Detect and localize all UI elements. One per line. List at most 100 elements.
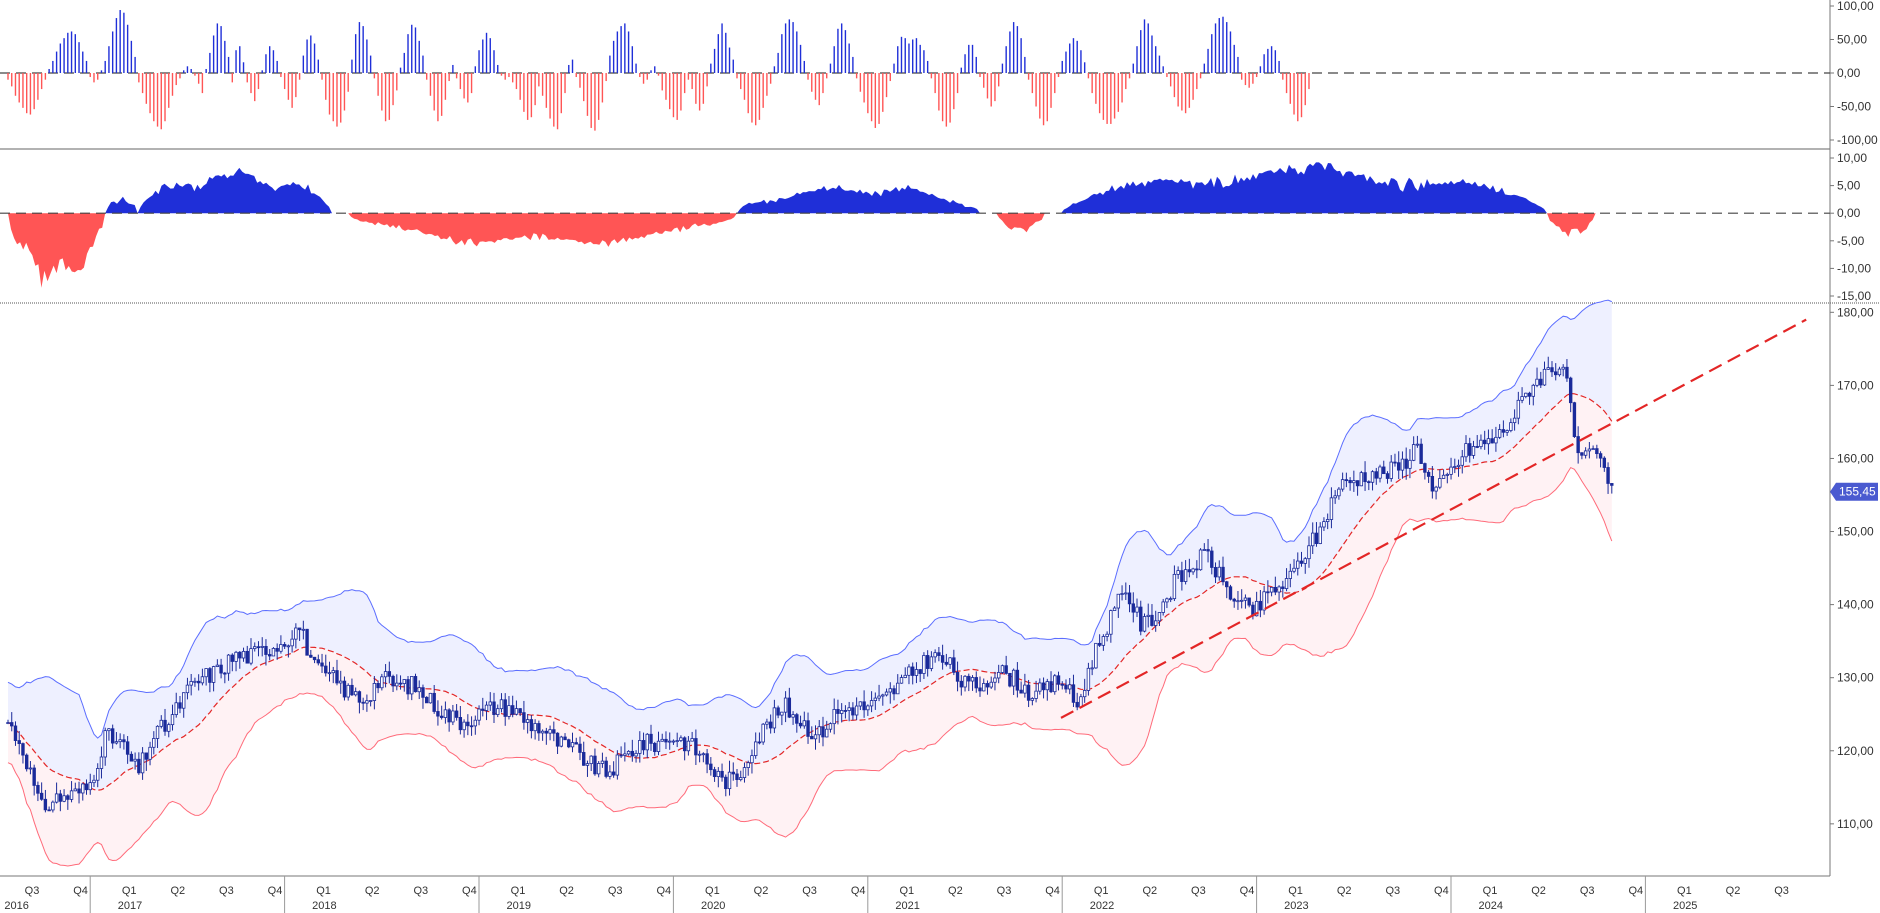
candle-body (297, 627, 302, 631)
candle-body (1479, 439, 1483, 448)
y-tick-label: -5,00 (1837, 234, 1865, 248)
candle-body (570, 742, 575, 748)
candle-body (1344, 479, 1349, 482)
momentum-area-panel (0, 162, 1830, 288)
candle-body (484, 704, 489, 711)
candle-body (144, 752, 149, 760)
candle-body (200, 676, 205, 684)
candle-body (69, 790, 74, 800)
candle-body (223, 672, 227, 675)
candle-body (342, 680, 347, 698)
candle-body (1303, 558, 1307, 564)
candle-body (1415, 443, 1420, 446)
quarter-label: Q3 (802, 885, 817, 897)
candle-body (260, 645, 264, 648)
candle-body (1561, 366, 1565, 370)
candle-body (533, 723, 537, 732)
candle-body (1109, 610, 1113, 635)
candle-body (1273, 586, 1278, 593)
momentum-area-segment (8, 213, 106, 288)
candle-body (660, 738, 664, 742)
candle-body (103, 730, 107, 758)
candle-body (1568, 377, 1573, 404)
y-tick-label: 10,00 (1837, 151, 1867, 165)
candle-body (454, 710, 459, 718)
candle-body (1262, 591, 1266, 611)
candle-body (768, 721, 773, 729)
quarter-label: Q2 (1726, 885, 1741, 897)
candle-body (641, 740, 646, 751)
candle-body (1374, 471, 1378, 479)
momentum-area-segment (1061, 162, 1547, 214)
quarter-label: Q1 (511, 885, 526, 897)
candle-body (1064, 684, 1068, 690)
candle-body (1423, 463, 1427, 473)
candle-body (1206, 549, 1210, 552)
candle-body (1266, 591, 1270, 594)
quarter-label: Q1 (705, 885, 720, 897)
candle-body (357, 691, 362, 703)
candle-body (1015, 669, 1020, 691)
candle-body (1023, 684, 1027, 694)
quarter-label: Q4 (268, 885, 283, 897)
candle-body (1434, 486, 1438, 492)
candle-body (1542, 368, 1547, 386)
candle-body (316, 659, 320, 664)
candle-body (952, 657, 956, 673)
candle-body (458, 717, 463, 731)
candle-body (1486, 438, 1491, 445)
candle-body (208, 668, 212, 683)
year-label: 2017 (118, 900, 142, 912)
candle-body (353, 691, 358, 696)
upper-band-fill (8, 300, 1612, 791)
candle-body (92, 779, 96, 784)
candle-body (1453, 466, 1457, 468)
candle-body (159, 719, 163, 727)
candle-body (645, 733, 649, 751)
candle-body (757, 741, 762, 744)
candle-body (492, 701, 496, 715)
candle-body (903, 674, 907, 678)
candle-body (1086, 667, 1091, 691)
candle-body (54, 793, 59, 803)
candle-body (888, 688, 892, 693)
candle-body (1284, 578, 1289, 590)
candle-body (914, 669, 919, 676)
candle-body (1038, 682, 1042, 692)
candle-body (817, 726, 821, 736)
candle-body (866, 705, 870, 711)
candle-body (339, 680, 343, 684)
candle-body (1139, 606, 1143, 632)
candle-body (114, 741, 119, 744)
quarter-label: Q3 (1191, 885, 1206, 897)
candle-body (810, 736, 814, 740)
candle-body (226, 654, 231, 674)
quarter-label: Q3 (1774, 885, 1789, 897)
candle-body (1385, 473, 1390, 479)
candle-body (664, 738, 668, 743)
candle-body (537, 723, 541, 734)
candle-body (320, 662, 324, 667)
candle-body (66, 795, 70, 800)
y-tick-label: 0,00 (1837, 206, 1861, 220)
candle-body (881, 694, 885, 697)
candle-body (918, 669, 922, 674)
candle-body (1565, 366, 1569, 379)
candle-body (567, 739, 571, 748)
candle-body (600, 760, 605, 764)
candle-body (727, 771, 732, 790)
candle-body (193, 680, 197, 683)
quarter-label: Q1 (122, 885, 137, 897)
candle-body (327, 672, 332, 675)
candle-body (884, 691, 889, 696)
candle-body (1079, 696, 1083, 708)
candle-body (1075, 701, 1079, 708)
year-label: 2021 (895, 900, 919, 912)
candle-body (1378, 466, 1382, 479)
candle-body (1595, 448, 1599, 455)
quarter-label: Q1 (1677, 885, 1692, 897)
candle-body (552, 729, 556, 734)
candle-body (167, 724, 171, 732)
candle-body (1352, 480, 1356, 484)
